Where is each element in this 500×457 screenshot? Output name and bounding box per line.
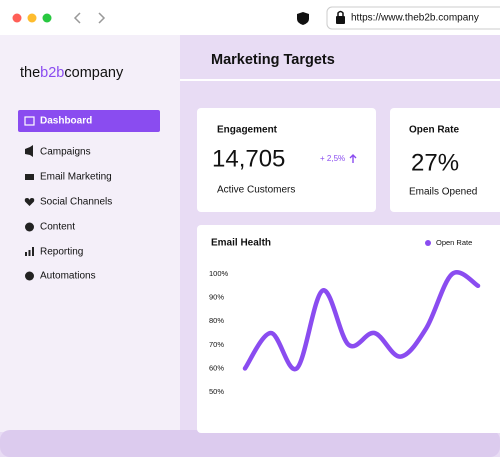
nav-active-bg[interactable]: [18, 110, 160, 132]
y-tick-label: 80%: [209, 316, 224, 325]
y-tick-label: 60%: [209, 363, 224, 372]
url: https://www.theb2b.company: [351, 13, 479, 24]
nav-item[interactable]: Email Marketing: [40, 172, 112, 183]
card-caption: Active Customers: [217, 185, 295, 196]
forward-button[interactable]: [98, 12, 106, 24]
legend-marker: [425, 240, 431, 246]
footer-strip: [0, 430, 500, 457]
nav-item[interactable]: Social Channels: [40, 197, 112, 208]
delta-arrow: [349, 154, 357, 163]
y-tick-label: 70%: [209, 340, 224, 349]
sidebar: [0, 35, 180, 432]
header-divider: [180, 79, 500, 81]
url-bar[interactable]: [326, 6, 500, 30]
nav-item[interactable]: Automations: [40, 271, 96, 282]
window-maximize[interactable]: [42, 13, 52, 23]
logo-part: the: [20, 65, 40, 81]
nav-item[interactable]: Content: [40, 222, 75, 233]
window-minimize[interactable]: [27, 13, 37, 23]
nav-icons: [24, 116, 35, 281]
logo-part: b2b: [40, 65, 64, 81]
logo-part: company: [64, 65, 124, 81]
chart-title: Email Health: [211, 238, 271, 249]
reporting-icon: [25, 247, 34, 256]
logo: theb2bcompany: [20, 65, 124, 81]
card: [390, 108, 500, 212]
series-line: [242, 270, 481, 372]
card-caption: Emails Opened: [409, 187, 477, 198]
social-icon: [24, 198, 35, 206]
chart-card: [197, 225, 500, 433]
card-value: 27%: [411, 149, 459, 176]
dashboard-icon: [24, 116, 35, 126]
y-tick-label: 50%: [209, 387, 224, 396]
campaigns-icon: [25, 145, 33, 157]
shield-icon: [297, 12, 309, 25]
card-title: Engagement: [217, 125, 278, 136]
chart: 100% 90% 80% 70% 60% 50% Open Rate: [209, 238, 481, 396]
card-delta: + 2,5%: [320, 154, 345, 163]
nav-item[interactable]: Reporting: [40, 247, 83, 258]
window-close[interactable]: [12, 13, 22, 23]
legend-label: Open Rate: [436, 238, 472, 247]
lock-icon: [336, 16, 345, 24]
card-value: 14,705: [212, 145, 285, 172]
back-button[interactable]: [73, 12, 81, 24]
card: [197, 108, 376, 212]
lock-shackle: [337, 10, 344, 16]
y-tick-label: 100%: [209, 269, 229, 278]
nav-item[interactable]: Dashboard: [40, 116, 92, 127]
nav-item[interactable]: Campaigns: [40, 147, 91, 158]
email-icon: [25, 174, 34, 180]
card-title: Open Rate: [409, 125, 459, 136]
automations-icon: [25, 271, 34, 281]
page-title: Marketing Targets: [211, 52, 335, 68]
content-icon: [25, 222, 34, 232]
y-tick-label: 90%: [209, 293, 224, 302]
